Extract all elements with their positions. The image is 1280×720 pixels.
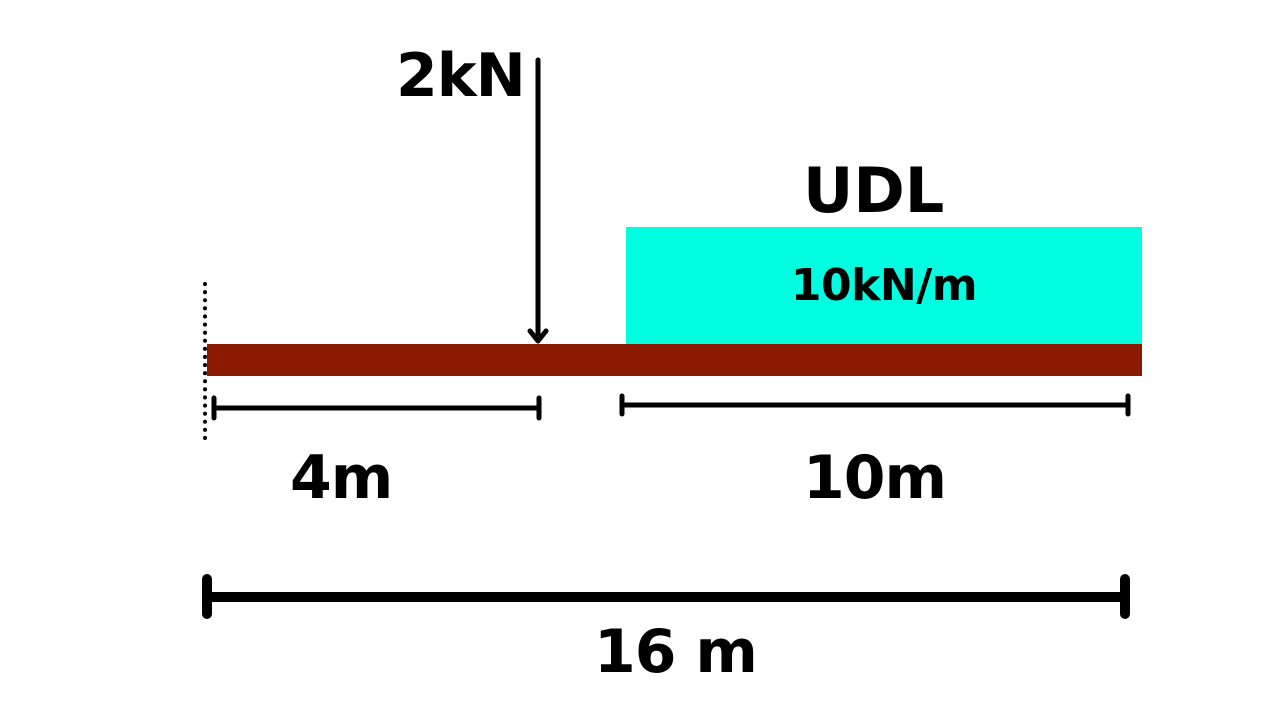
dimension-10m [619,393,1131,417]
udl-load-block [626,227,1142,344]
udl-intensity-label: 10kN/m [790,260,978,311]
dimension-total [202,574,1130,619]
beam [207,344,1142,376]
dimension-4m-label: 4m [290,443,393,513]
point-load-arrow [527,57,549,344]
dimension-total-label: 16 m [594,617,758,687]
udl-title: UDL [803,154,945,227]
dimension-10m-label: 10m [803,443,947,513]
point-load-label: 2kN [396,41,526,111]
point-load-arrow-head [527,328,549,344]
dimension-4m [211,395,542,421]
